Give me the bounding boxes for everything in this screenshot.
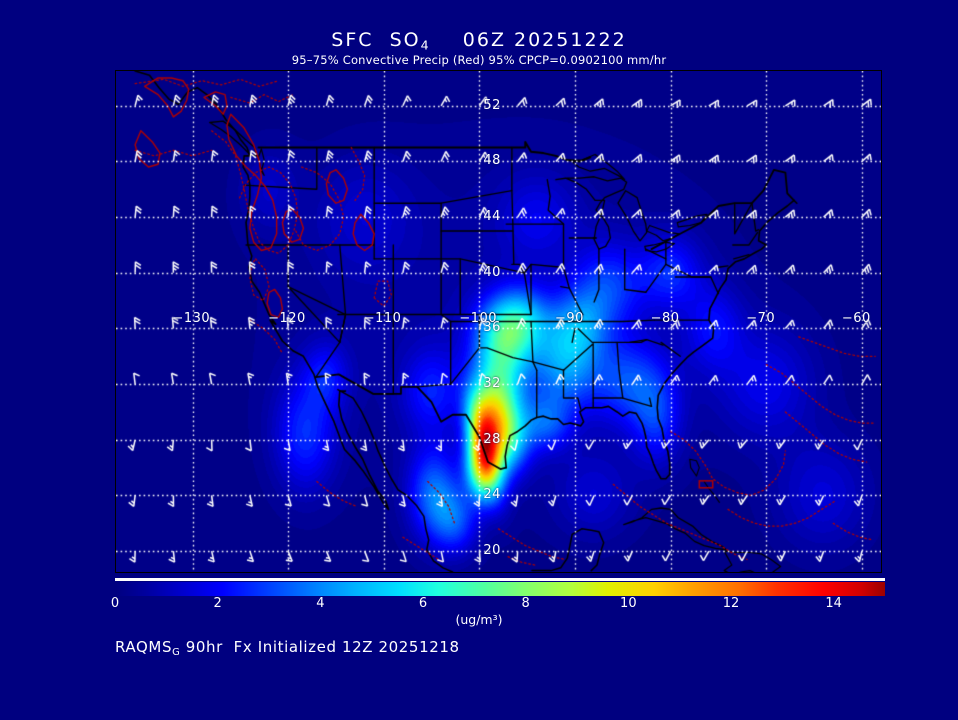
- footer-model-subscript: G: [172, 646, 181, 658]
- colorbar-tick-12: 12: [722, 596, 740, 611]
- colorbar-top-rule: [115, 578, 885, 581]
- lat-tick-36: 36: [483, 320, 501, 336]
- lon-tick-90: −90: [555, 311, 584, 327]
- chart-title: SFC SO4 06Z 20251222: [0, 29, 958, 53]
- colorbar-tick-6: 6: [418, 596, 428, 611]
- lat-tick-24: 24: [483, 487, 501, 503]
- chart-subtitle: 95–75% Convective Precip (Red) 95% CPCP=…: [291, 53, 667, 67]
- colorbar: [115, 578, 885, 598]
- footer-text: 90hr Fx Initialized 12Z 20251218: [180, 638, 460, 656]
- colorbar-tick-10: 10: [620, 596, 637, 611]
- model-footer: RAQMSG 90hr Fx Initialized 12Z 20251218: [115, 638, 460, 658]
- lon-tick-80: −80: [650, 311, 680, 327]
- colorbar-gradient: [115, 582, 885, 596]
- colorbar-tick-2: 2: [213, 596, 222, 611]
- title-subscript: 4: [420, 37, 431, 53]
- so4-concentration-field: [116, 71, 881, 572]
- lon-tick-110: −110: [363, 311, 402, 327]
- lon-tick-130: −130: [172, 311, 211, 327]
- lon-tick-60: −60: [841, 311, 871, 327]
- title-variable: SFC SO: [331, 29, 421, 51]
- title-time: 06Z 20251222: [430, 29, 627, 51]
- lat-tick-44: 44: [483, 209, 501, 225]
- colorbar-tick-4: 4: [316, 596, 325, 611]
- colorbar-tick-8: 8: [521, 596, 530, 611]
- footer-model: RAQMS: [115, 638, 173, 656]
- map-plot-area: 20 24 28 32 36 40 44 48 52 −130 −120 −110 −100 −90 −80…: [115, 70, 882, 573]
- lon-tick-70: −70: [746, 311, 776, 327]
- colorbar-tick-0: 0: [110, 596, 120, 611]
- lat-tick-32: 32: [483, 376, 501, 392]
- lon-tick-100: −100: [459, 311, 498, 327]
- lat-tick-52: 52: [483, 97, 501, 113]
- colorbar-tick-14: 14: [825, 596, 842, 611]
- lon-tick-120: −120: [268, 311, 306, 327]
- lat-tick-28: 28: [483, 431, 501, 447]
- lat-tick-20: 20: [483, 543, 501, 559]
- lat-tick-48: 48: [483, 153, 501, 169]
- colorbar-units-label: (ug/m³): [455, 612, 503, 627]
- lat-tick-40: 40: [483, 264, 501, 280]
